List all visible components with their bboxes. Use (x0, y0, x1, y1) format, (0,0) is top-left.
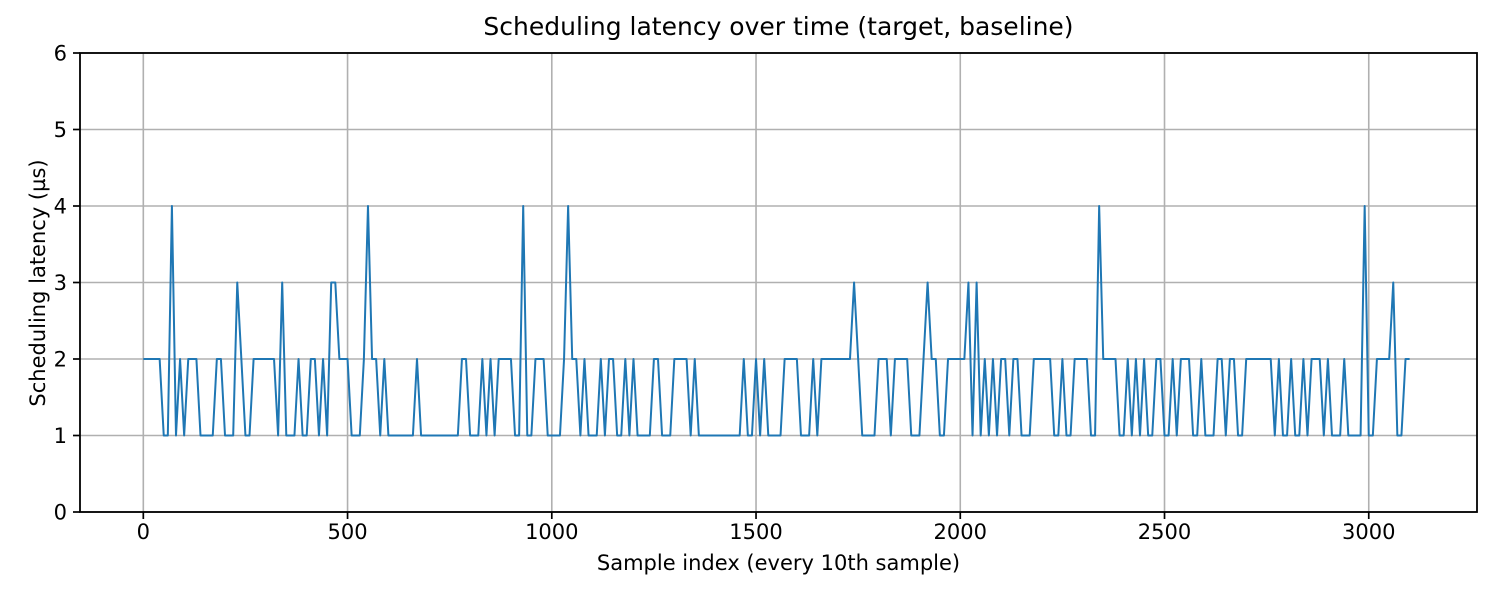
chart-title: Scheduling latency over time (target, ba… (483, 12, 1074, 41)
series-layer (143, 205, 1410, 437)
x-tick-label: 2000 (934, 520, 987, 544)
y-tick-label: 0 (54, 501, 67, 525)
y-tick-label: 4 (54, 195, 67, 219)
x-tick-label: 1000 (525, 520, 578, 544)
x-axis-label: Sample index (every 10th sample) (596, 551, 961, 575)
axes-layer: 0 500 1000 1500 2000 2500 3000 0 1 2 3 4 5 6 (54, 42, 1478, 544)
y-tick-label: 6 (54, 42, 67, 66)
x-tick-label: 3000 (1342, 520, 1395, 544)
x-tick-label: 500 (328, 520, 368, 544)
x-tick-label: 2500 (1138, 520, 1191, 544)
grid-layer (80, 52, 1477, 513)
y-axis-label: Scheduling latency (µs) (26, 159, 50, 407)
x-tick-label: 1500 (729, 520, 782, 544)
latency-line (143, 205, 1410, 437)
x-tick-label: 0 (137, 520, 150, 544)
y-tick-label: 5 (54, 118, 67, 142)
y-tick-label: 1 (54, 424, 67, 448)
y-tick-label: 2 (54, 348, 67, 372)
y-tick-label: 3 (54, 271, 67, 295)
